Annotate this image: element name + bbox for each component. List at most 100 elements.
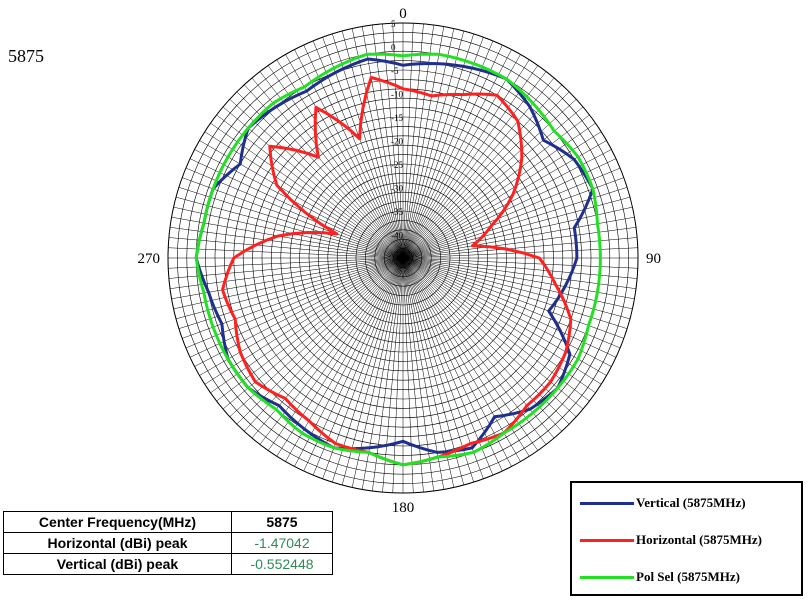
grid-spoke — [382, 257, 404, 493]
grid-spoke — [402, 167, 621, 259]
data-point — [542, 138, 545, 142]
grid-spoke — [222, 257, 404, 410]
grid-spoke — [402, 26, 445, 259]
data-point — [275, 183, 279, 187]
data-point — [568, 353, 572, 356]
grid-spoke — [402, 257, 512, 467]
radial-tick-label: -15 — [391, 113, 403, 123]
grid-spoke — [402, 65, 538, 259]
data-point — [516, 119, 520, 123]
grid-spoke — [236, 257, 404, 425]
grid-spoke — [204, 257, 404, 385]
grid-spoke — [402, 177, 624, 259]
data-point — [202, 221, 206, 225]
data-point — [368, 446, 371, 449]
grid-spoke — [402, 257, 474, 483]
info-table: Center Frequency(MHz) 5875 Horizontal (d… — [3, 511, 333, 575]
data-point — [211, 325, 215, 329]
grid-spoke — [322, 37, 404, 259]
grid-spoke — [402, 71, 547, 259]
grid-spoke — [341, 30, 404, 259]
grid-spoke — [402, 44, 503, 259]
data-point — [365, 53, 369, 56]
data-point — [599, 256, 602, 260]
grid-spoke — [402, 257, 607, 376]
grid-spoke — [332, 33, 404, 259]
data-point — [538, 256, 541, 260]
data-point — [564, 350, 568, 354]
radial-tick-label: -5 — [391, 66, 399, 76]
grid-spoke — [402, 257, 621, 349]
data-point — [207, 291, 210, 294]
data-point — [520, 157, 524, 160]
data-point — [220, 322, 224, 326]
legend: Vertical (5875MHz) Horizontal (5875MHz) … — [570, 481, 803, 596]
data-point — [332, 66, 336, 70]
data-point — [246, 126, 250, 130]
horizontal-peak-label: Horizontal (dBi) peak — [3, 532, 232, 554]
data-point — [202, 291, 206, 295]
data-point — [305, 89, 308, 93]
horizontal-peak-value: -1.47042 — [231, 532, 333, 554]
data-point — [254, 380, 257, 384]
grid-spoke — [194, 257, 404, 367]
grid-spoke — [402, 158, 617, 259]
data-point — [334, 442, 337, 445]
grid-spoke — [216, 114, 404, 259]
grid-spoke — [402, 257, 530, 457]
grid-spoke — [402, 257, 624, 339]
frequency-title: 5875 — [8, 46, 44, 66]
data-point — [596, 291, 599, 294]
data-point — [401, 64, 405, 67]
data-point — [470, 66, 474, 70]
grid-spoke — [204, 131, 404, 259]
grid-spoke — [361, 26, 404, 259]
grid-spoke — [402, 257, 628, 329]
grid-spoke — [236, 91, 404, 259]
grid-spoke — [402, 206, 633, 259]
grid-spoke — [361, 257, 404, 490]
angle-label: 180 — [392, 500, 415, 516]
grid-spoke — [402, 257, 633, 310]
data-point — [317, 155, 320, 159]
grid-spoke — [402, 28, 455, 259]
grid-spoke — [402, 54, 521, 259]
grid-spoke — [244, 84, 404, 259]
data-point — [563, 285, 567, 288]
legend-label: Pol Sel (5875MHz) — [636, 569, 740, 584]
grid-spoke — [402, 91, 570, 259]
grid-spoke — [182, 177, 404, 259]
data-point — [436, 455, 440, 459]
data-point — [401, 463, 405, 466]
legend-label: Vertical (5875MHz) — [636, 495, 746, 510]
data-point — [226, 155, 230, 159]
grid-spoke — [185, 257, 404, 349]
data-point — [401, 54, 405, 58]
data-point — [493, 415, 496, 418]
grid-spoke — [341, 257, 404, 486]
angle-label: 90 — [646, 251, 661, 267]
data-point — [314, 106, 318, 109]
polar-grid — [167, 22, 639, 494]
data-point — [369, 76, 373, 79]
data-point — [334, 71, 337, 74]
data-point — [430, 94, 433, 98]
data-point — [573, 226, 576, 230]
table-row: Vertical (dBi) peak -0.552448 — [3, 553, 333, 575]
data-point — [436, 451, 439, 454]
grid-spoke — [402, 216, 635, 259]
radial-tick-label: -20 — [391, 137, 403, 147]
grid-spoke — [175, 196, 404, 259]
grid-spoke — [294, 257, 404, 467]
data-point — [596, 222, 599, 225]
grid-spoke — [402, 257, 590, 402]
legend-swatch — [580, 538, 634, 542]
data-point — [490, 224, 493, 228]
grid-spoke — [175, 257, 404, 320]
legend-label: Horizontal (5875MHz) — [636, 532, 762, 547]
data-point — [549, 380, 552, 384]
grid-spoke — [229, 257, 404, 417]
grid-spoke — [402, 257, 612, 367]
grid-spoke — [222, 106, 404, 259]
